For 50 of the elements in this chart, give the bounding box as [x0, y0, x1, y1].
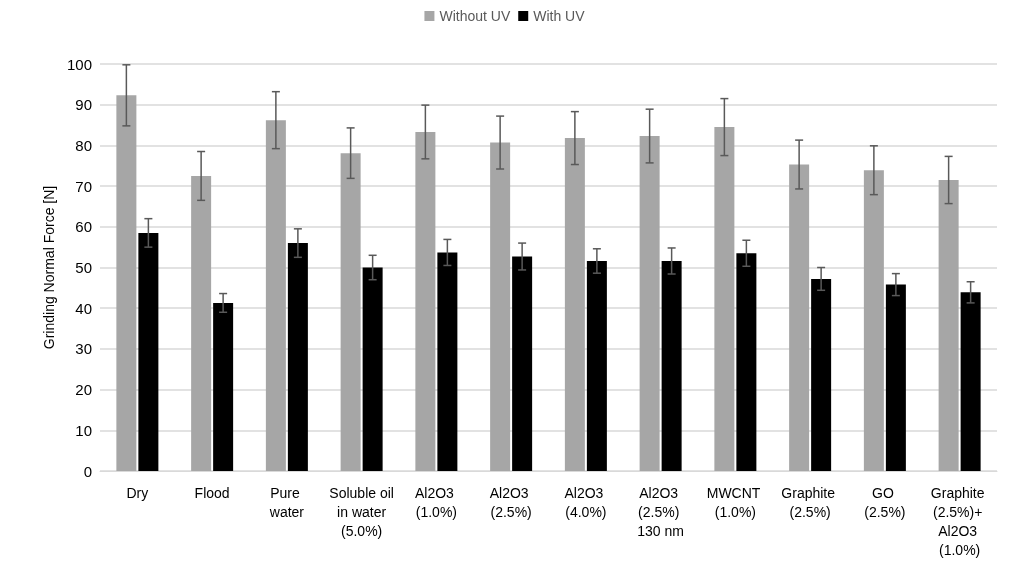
legend-label: With UV	[533, 8, 586, 24]
bar	[938, 180, 959, 471]
bar	[490, 142, 511, 471]
y-tick-label: 100	[66, 55, 92, 73]
x-tick-label: Pure water	[268, 484, 305, 520]
bar	[287, 243, 308, 471]
bar	[586, 260, 607, 471]
x-tick-label: Graphite (2.5%)	[781, 484, 839, 520]
bar	[863, 170, 884, 471]
y-tick-label: 60	[75, 218, 92, 236]
x-tick-label: MWCNT (1.0%)	[706, 484, 765, 520]
x-tick-label: Al2O3 (1.0%)	[414, 484, 458, 520]
y-tick-label: 70	[75, 177, 92, 195]
bar	[885, 284, 906, 471]
y-tick-label: 30	[75, 340, 92, 358]
x-tick-label: Al2O3 (2.5%)	[489, 484, 533, 520]
bar	[437, 252, 458, 471]
bar	[265, 120, 286, 471]
x-tick-label: Soluble oil in water (5.0%)	[329, 484, 394, 539]
x-tick-label: Dry	[126, 484, 149, 501]
bar	[191, 175, 212, 471]
bar	[639, 136, 660, 471]
bar	[564, 138, 585, 471]
bar	[736, 253, 757, 471]
y-tick-label: 50	[75, 259, 92, 276]
bar	[116, 95, 137, 471]
x-tick-label: Al2O3 (4.0%)	[564, 484, 608, 520]
bar	[138, 232, 159, 471]
bar	[789, 164, 810, 471]
bar	[714, 127, 735, 471]
x-tick-label: Flood	[194, 484, 230, 501]
y-tick-label: 40	[75, 299, 92, 317]
bar	[362, 267, 383, 471]
x-tick-label: GO (2.5%)	[864, 484, 906, 520]
x-tick-label: Graphite (2.5%)+ Al2O3 (1.0%)	[930, 484, 989, 558]
bar	[213, 302, 234, 471]
bar	[960, 292, 981, 471]
y-tick-label: 80	[75, 136, 92, 154]
bar	[811, 278, 832, 471]
y-axis-title: Grinding Normal Force [N]	[41, 185, 57, 350]
y-tick-label: 10	[75, 421, 92, 439]
bar	[415, 131, 436, 471]
legend-label: Without UV	[439, 8, 511, 24]
bar	[512, 256, 533, 471]
y-tick-label: 0	[83, 462, 92, 480]
bar	[661, 260, 682, 471]
bar	[340, 153, 361, 471]
y-tick-label: 20	[75, 381, 92, 399]
x-tick-label: Al2O3 (2.5%) 130 nm	[637, 484, 684, 539]
y-tick-label: 90	[75, 96, 92, 114]
